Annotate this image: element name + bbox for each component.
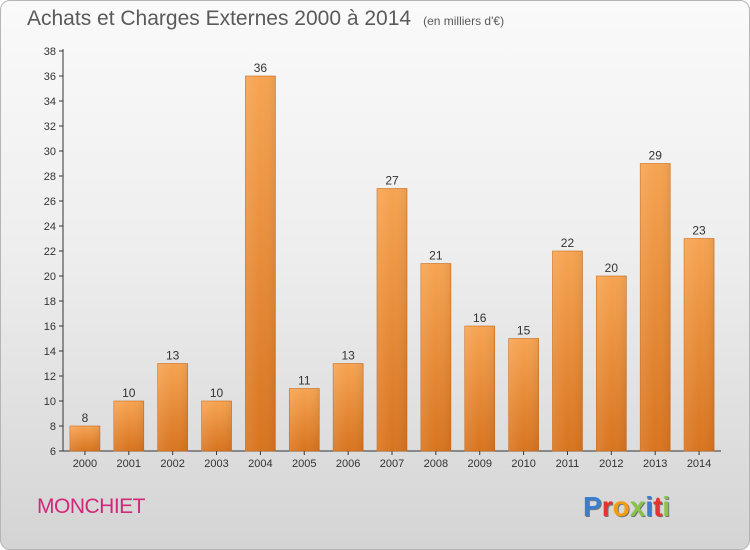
x-tick-label: 2012: [599, 458, 623, 470]
commune-name: MONCHIET: [37, 495, 146, 518]
y-tick-label: 38: [44, 46, 56, 58]
bar-shine: [508, 338, 539, 451]
x-tick-label: 2008: [424, 458, 448, 470]
logo-letter: P: [583, 491, 602, 522]
bar-shine: [464, 326, 495, 451]
x-tick-label: 2009: [467, 458, 491, 470]
logo-letter: i: [645, 491, 654, 522]
data-label: 13: [166, 349, 180, 363]
bar-shine: [289, 388, 320, 451]
y-tick-label: 6: [50, 446, 56, 458]
y-tick-label: 16: [44, 321, 56, 333]
bar-shine: [69, 426, 100, 451]
y-tick-label: 14: [44, 346, 56, 358]
x-tick-label: 2013: [643, 458, 667, 470]
data-label: 13: [341, 349, 355, 363]
data-label: 8: [82, 411, 89, 425]
data-label: 22: [561, 236, 575, 250]
data-label: 29: [649, 149, 663, 163]
bar-shine: [420, 263, 451, 451]
y-tick-label: 30: [44, 146, 56, 158]
bar-shine: [113, 401, 144, 451]
logo-letter: i: [662, 491, 671, 522]
y-tick-label: 34: [44, 96, 56, 108]
data-labels: 8 10 13 10 36 11 13 27 21 16 15 22 20 29 23: [82, 61, 706, 425]
y-tick-label: 12: [44, 371, 56, 383]
logo-letter: x: [629, 491, 646, 522]
data-label: 20: [605, 261, 619, 275]
x-tick-label: 2005: [292, 458, 316, 470]
x-tick-label: 2011: [556, 458, 580, 470]
x-tick-label: 2007: [380, 458, 404, 470]
x-tick-label: 2003: [204, 458, 228, 470]
y-tick-label: 22: [44, 246, 56, 258]
y-tick-label: 18: [44, 296, 56, 308]
bar-shine: [201, 401, 232, 451]
x-tick-label: 2014: [687, 458, 711, 470]
y-tick-label: 10: [44, 396, 56, 408]
data-label: 11: [298, 374, 311, 388]
data-label: 10: [210, 386, 224, 400]
logo-letter: o: [612, 491, 630, 522]
y-tick-label: 26: [44, 196, 56, 208]
bars: [69, 75, 715, 452]
logo-letter: r: [601, 491, 613, 522]
x-tick-label: 2004: [248, 458, 272, 470]
x-tick-label: 2006: [336, 458, 360, 470]
x-tick-label: 2000: [73, 458, 97, 470]
y-tick-label: 8: [50, 421, 56, 433]
x-tick-label: 2002: [160, 458, 184, 470]
bar-shine: [596, 276, 627, 451]
data-label: 21: [429, 249, 443, 263]
data-label: 10: [122, 386, 136, 400]
bar-shine: [552, 251, 583, 451]
bar-shine: [640, 163, 671, 451]
proxiti-logo: Proxiti: [583, 491, 670, 523]
y-tick-label: 24: [44, 221, 56, 233]
data-label: 23: [692, 224, 706, 238]
chart-title: Achats et Charges Externes 2000 à 2014 (e…: [27, 7, 504, 31]
x-tick-label: 2010: [511, 458, 535, 470]
data-label: 15: [517, 324, 531, 338]
bar-shine: [684, 238, 715, 451]
bar-shine: [377, 188, 407, 451]
bar-shine: [245, 76, 276, 451]
data-label: 36: [254, 61, 268, 75]
data-label: 27: [385, 174, 399, 188]
data-label: 16: [473, 311, 487, 325]
y-tick-label: 20: [44, 271, 56, 283]
y-tick-label: 28: [44, 171, 56, 183]
chart-title-text: Achats et Charges Externes 2000 à 2014: [27, 7, 412, 30]
chart-subtitle: (en milliers d'€): [423, 14, 505, 28]
y-tick-label: 36: [44, 71, 56, 83]
x-tick-label: 2001: [117, 458, 141, 470]
bar-shine: [157, 363, 188, 451]
y-tick-label: 32: [44, 121, 56, 133]
logo-letter: t: [653, 491, 663, 522]
bar-shine: [333, 363, 364, 451]
